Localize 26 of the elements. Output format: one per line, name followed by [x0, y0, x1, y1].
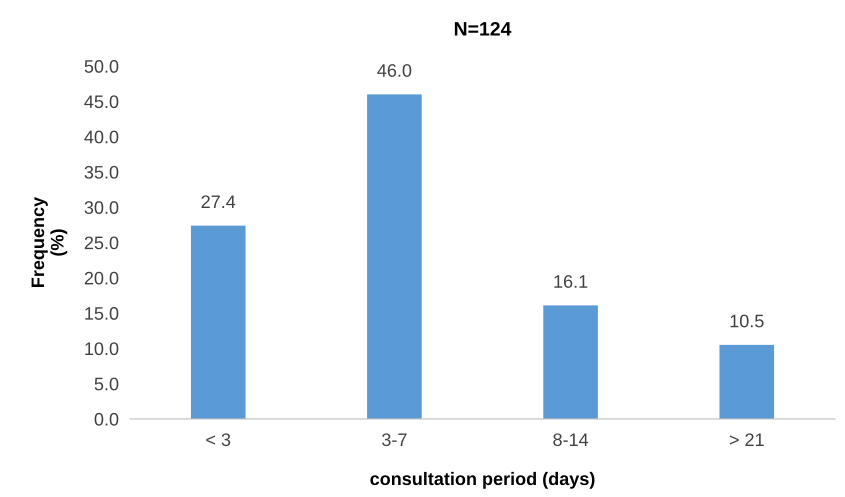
- chart-title: N=124: [454, 22, 512, 36]
- y-tick-label: 20.0: [84, 272, 118, 285]
- x-tick-label: 8-14: [553, 433, 588, 446]
- y-tick-label: 45.0: [84, 95, 118, 108]
- y-tick-label: 15.0: [85, 307, 118, 320]
- x-tick-label: > 21: [730, 433, 764, 446]
- y-tick-label: 30.0: [84, 201, 118, 214]
- x-tick-label: 3-7: [382, 433, 407, 446]
- y-tick-label: 35.0: [84, 166, 118, 179]
- y-tick-label: 0.0: [94, 412, 118, 426]
- data-label: 27.4: [202, 195, 236, 208]
- bar: [367, 94, 422, 419]
- y-tick-label: 10.0: [85, 342, 118, 356]
- data-label: 16.1: [554, 275, 588, 288]
- bar: [719, 344, 774, 419]
- y-tick-label: 40.0: [84, 130, 118, 144]
- data-label: 46.0: [377, 64, 412, 77]
- data-label: 10.5: [730, 314, 764, 328]
- x-tick-label: < 3: [206, 433, 230, 446]
- x-axis-title: consultation period (days): [370, 472, 594, 489]
- bar: [190, 226, 246, 419]
- y-tick-label: 5.0: [94, 378, 118, 390]
- bar: [543, 305, 598, 419]
- y-axis-title: Frequency (%): [32, 196, 68, 287]
- y-tick-label: 50.0: [84, 60, 118, 73]
- y-tick-label: 25.0: [84, 236, 118, 250]
